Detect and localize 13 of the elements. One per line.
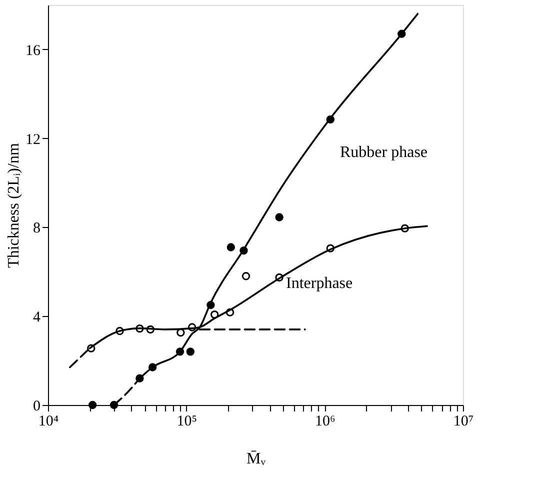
x-tick-label: 10⁶ — [315, 414, 336, 430]
annotation: Interphase — [286, 275, 353, 292]
y-tick-label: 0 — [33, 398, 40, 414]
annotation: Rubber phase — [340, 144, 428, 161]
x-tick-label: 10⁵ — [176, 414, 197, 430]
y-axis-title: Thickness (2Lᵢ)/nm — [6, 142, 22, 268]
x-tick-label: 10⁷ — [453, 414, 474, 430]
y-tick-label: 4 — [33, 310, 41, 326]
y-tick-label: 12 — [26, 132, 40, 148]
y-tick-label: 16 — [26, 42, 41, 59]
x-tick-label: 10⁴ — [38, 414, 59, 430]
y-tick-label: 8 — [33, 220, 40, 237]
x-axis-title: M̄ᵥ — [246, 450, 266, 468]
